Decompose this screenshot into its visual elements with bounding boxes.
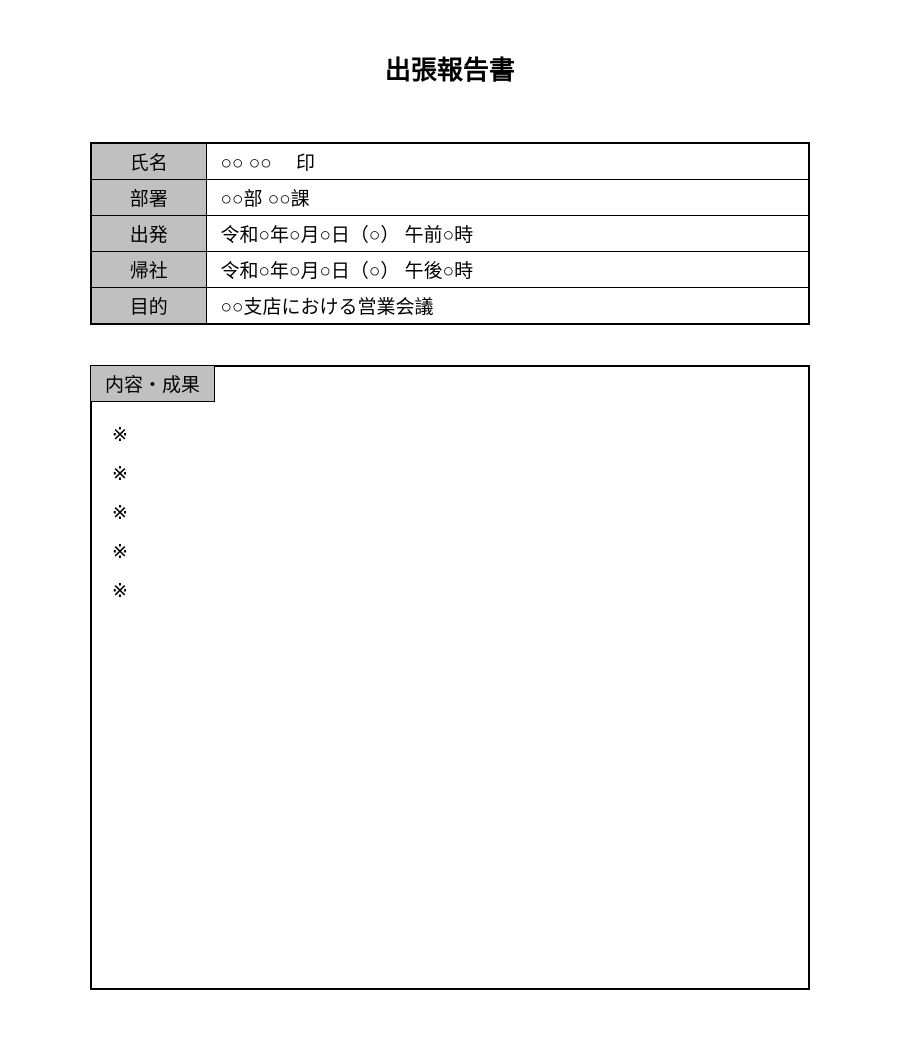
table-row: 目的 ○○支店における営業会議 bbox=[91, 288, 809, 325]
value-departure: 令和○年○月○日（○） 午前○時 bbox=[206, 216, 809, 252]
info-table: 氏名 ○○ ○○ 印 部署 ○○部 ○○課 出発 令和○年○月○日（○） 午前○… bbox=[90, 142, 810, 325]
label-departure: 出発 bbox=[91, 216, 206, 252]
label-department: 部署 bbox=[91, 180, 206, 216]
value-department: ○○部 ○○課 bbox=[206, 180, 809, 216]
table-row: 部署 ○○部 ○○課 bbox=[91, 180, 809, 216]
table-row: 氏名 ○○ ○○ 印 bbox=[91, 143, 809, 180]
label-name: 氏名 bbox=[91, 143, 206, 180]
label-return: 帰社 bbox=[91, 252, 206, 288]
document-title: 出張報告書 bbox=[90, 50, 810, 87]
content-line: ※ bbox=[112, 424, 788, 447]
content-line: ※ bbox=[112, 580, 788, 603]
label-purpose: 目的 bbox=[91, 288, 206, 325]
table-row: 帰社 令和○年○月○日（○） 午後○時 bbox=[91, 252, 809, 288]
content-box: ※ ※ ※ ※ ※ ※ bbox=[90, 365, 810, 990]
value-purpose: ○○支店における営業会議 bbox=[206, 288, 809, 325]
content-line: ※ bbox=[112, 463, 788, 486]
content-line: ※ bbox=[112, 502, 788, 525]
value-return: 令和○年○月○日（○） 午後○時 bbox=[206, 252, 809, 288]
table-row: 出発 令和○年○月○日（○） 午前○時 bbox=[91, 216, 809, 252]
value-name: ○○ ○○ 印 bbox=[206, 143, 809, 180]
content-tab-label: 内容・成果 bbox=[90, 365, 215, 402]
content-section: 内容・成果 ※ ※ ※ ※ ※ ※ bbox=[90, 365, 810, 990]
content-line: ※ bbox=[112, 541, 788, 564]
